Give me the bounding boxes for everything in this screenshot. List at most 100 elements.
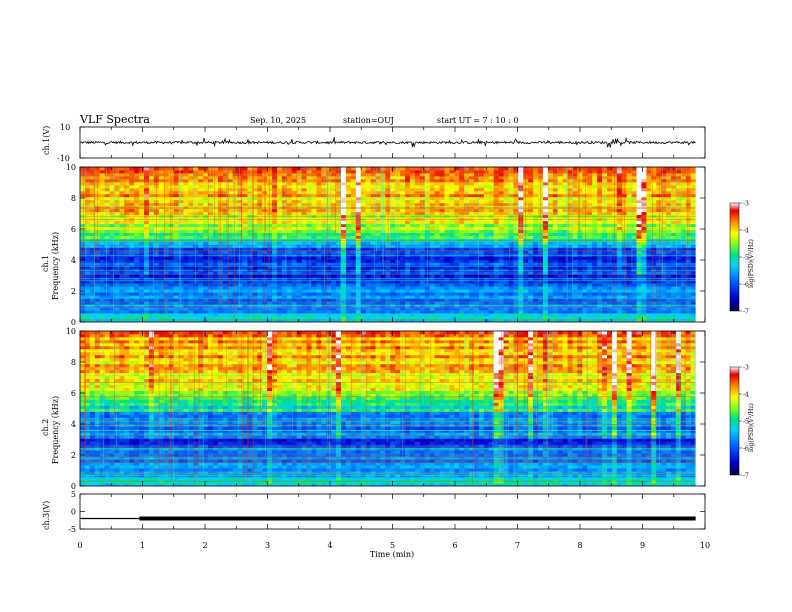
spectrogram-cell bbox=[222, 295, 229, 299]
spectrogram-cell bbox=[232, 178, 238, 183]
spectrogram-cell bbox=[99, 265, 106, 269]
spectrogram-cell bbox=[178, 256, 184, 260]
spectrogram-cell bbox=[242, 289, 248, 293]
spectrogram-cell bbox=[80, 193, 86, 198]
spectrogram-cell bbox=[252, 295, 258, 299]
spectrogram-cell bbox=[178, 196, 184, 201]
spectrogram-cell bbox=[183, 313, 189, 317]
spectrogram-cell bbox=[212, 238, 219, 242]
spectrogram-cell bbox=[84, 289, 91, 293]
spectrogram-cell bbox=[242, 268, 248, 272]
spectrogram-cell bbox=[474, 289, 480, 293]
spectrogram-cell bbox=[272, 250, 278, 254]
spectrogram-cell bbox=[523, 283, 529, 287]
spectrogram-cell bbox=[272, 175, 278, 180]
spectrogram-cell bbox=[286, 262, 293, 266]
spectrogram-cell bbox=[345, 313, 352, 317]
spectrogram-cell bbox=[341, 256, 347, 260]
spectrogram-cell bbox=[198, 271, 204, 275]
spectrogram-cell bbox=[242, 280, 248, 284]
spectrogram-cell bbox=[493, 181, 500, 186]
spectrogram-cell bbox=[89, 301, 96, 305]
spectrogram-cell bbox=[84, 247, 91, 251]
spectrogram-cell bbox=[469, 319, 475, 322]
spectrogram-cell bbox=[183, 241, 189, 245]
spectrogram-cell bbox=[227, 310, 234, 314]
spectrogram-cell bbox=[508, 307, 514, 311]
spectrogram-cell bbox=[237, 262, 243, 266]
spectrogram-cell bbox=[188, 310, 194, 314]
spectrogram-cell bbox=[247, 187, 253, 192]
spectrogram-cell bbox=[208, 265, 214, 269]
spectrogram-cell bbox=[508, 265, 514, 269]
spectrogram-cell bbox=[414, 190, 421, 195]
spectrogram-cell bbox=[80, 238, 86, 242]
spectrogram-cell bbox=[163, 181, 170, 186]
spectrogram-cell bbox=[277, 253, 283, 257]
spectrogram-cell bbox=[80, 256, 86, 260]
spectrogram-cell bbox=[508, 232, 514, 236]
spectrogram-cell bbox=[439, 235, 445, 239]
spectrogram-cell bbox=[94, 289, 101, 293]
spectrogram-cell bbox=[405, 259, 411, 263]
spectrogram-cell bbox=[542, 268, 549, 272]
spectrogram-cell bbox=[114, 286, 120, 290]
spectrogram-cell bbox=[395, 298, 401, 302]
spectrogram-cell bbox=[474, 178, 480, 183]
spectrogram-cell bbox=[277, 229, 283, 233]
spectrogram-cell bbox=[513, 271, 519, 275]
spectrogram-cell bbox=[158, 280, 165, 284]
spectrogram-cell bbox=[139, 178, 145, 183]
spectrogram-cell bbox=[360, 310, 367, 314]
spectrogram-cell bbox=[212, 175, 219, 180]
spectrogram-cell bbox=[89, 316, 96, 320]
spectrogram-cell bbox=[99, 256, 106, 260]
spectrogram-cell bbox=[488, 232, 495, 236]
spectrogram-cell bbox=[168, 286, 174, 290]
spectrogram-cell bbox=[178, 316, 184, 320]
spectrogram-cell bbox=[533, 172, 539, 177]
spectrogram-cell bbox=[464, 289, 470, 293]
spectrogram-cell bbox=[237, 259, 243, 263]
spectrogram-cell bbox=[232, 319, 238, 322]
spectrogram-cell bbox=[508, 277, 514, 281]
spectrogram-cell bbox=[498, 202, 504, 207]
spectrogram-cell bbox=[370, 211, 376, 216]
spectrogram-cell bbox=[84, 190, 91, 195]
spectrogram-cell bbox=[217, 316, 224, 320]
spectrogram-cell bbox=[144, 244, 150, 248]
spectrogram-cell bbox=[262, 187, 268, 192]
spectrogram-cell bbox=[203, 181, 209, 186]
spectrogram-cell bbox=[257, 283, 263, 287]
spectrogram-cell bbox=[375, 295, 381, 299]
spectrogram-cell bbox=[188, 316, 194, 320]
spectrogram-cell bbox=[208, 280, 214, 284]
spectrogram-cell bbox=[104, 298, 110, 302]
spectrogram-cell bbox=[498, 301, 504, 305]
spectrogram-cell bbox=[232, 226, 238, 230]
spectrogram-cell bbox=[488, 274, 495, 278]
spectrogram-cell bbox=[84, 244, 91, 248]
spectrogram-cell bbox=[247, 313, 253, 317]
spectrogram-cell bbox=[247, 301, 253, 305]
spectrogram-cell bbox=[163, 301, 170, 305]
spectrogram-cell bbox=[454, 199, 460, 204]
spectrogram-cell bbox=[414, 167, 421, 171]
spectrogram-cell bbox=[459, 229, 465, 233]
spectrogram-cell bbox=[459, 184, 465, 189]
spectrogram-cell bbox=[405, 253, 411, 257]
spectrogram-cell bbox=[262, 247, 268, 251]
spectrogram-cell bbox=[158, 259, 165, 263]
spectrogram-cell bbox=[227, 193, 234, 198]
spectrogram-cell bbox=[508, 226, 514, 230]
spectrogram-cell bbox=[542, 181, 549, 186]
spectrogram-cell bbox=[148, 184, 155, 189]
spectrogram-cell bbox=[163, 178, 170, 183]
spectrogram-cell bbox=[208, 319, 214, 322]
spectrogram-cell bbox=[296, 190, 303, 195]
spectrogram-cell bbox=[109, 253, 115, 257]
spectrogram-cell bbox=[163, 316, 170, 320]
spectrogram-cell bbox=[439, 172, 445, 177]
spectrogram-cell bbox=[409, 247, 416, 251]
spectrogram-cell bbox=[212, 223, 219, 228]
